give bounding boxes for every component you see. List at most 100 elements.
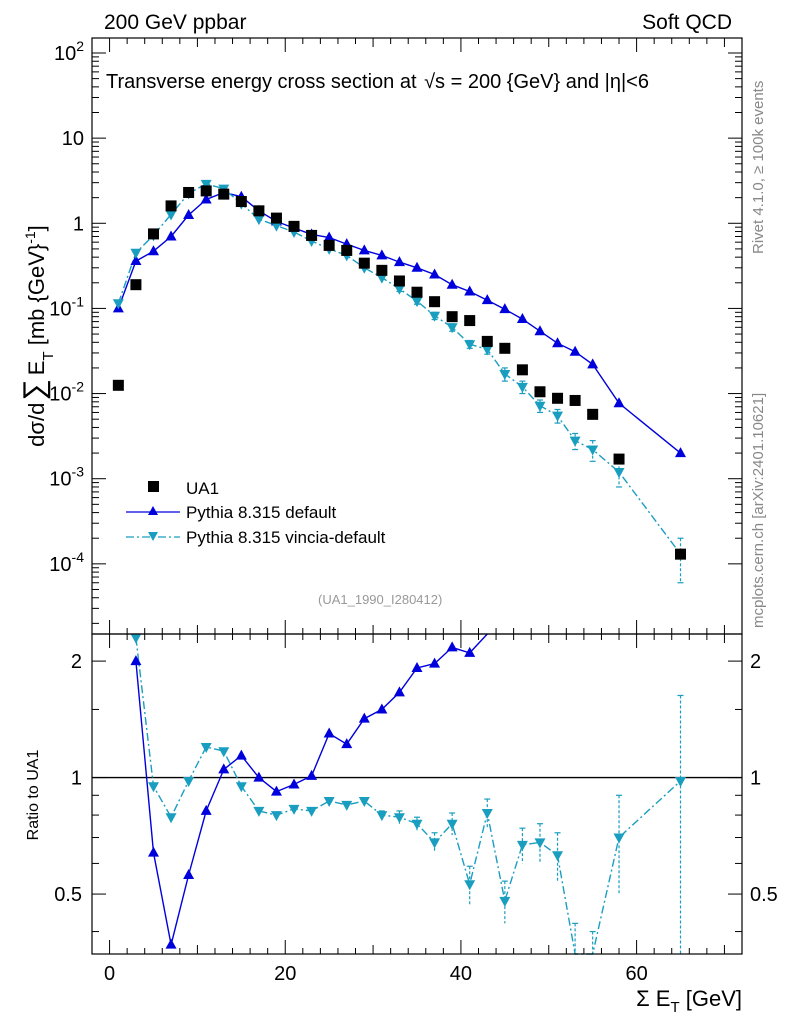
ratio-point-default [341, 738, 353, 749]
point-ua1 [393, 275, 405, 287]
point-default [411, 261, 423, 272]
header-left: 200 GeV ppbar [104, 11, 246, 34]
ratio-axes: 0.5 0.51 12 20 20 40 60 [54, 634, 778, 985]
ratio-y-tick-label-right: 2 [750, 651, 761, 673]
ratio-point-vincia [288, 804, 300, 815]
point-default [429, 268, 441, 279]
ratio-point-vincia [534, 838, 546, 849]
ylabel-f: ] [24, 225, 49, 231]
ratio-marks [130, 633, 687, 955]
sum-symbol: ∑ [18, 379, 51, 400]
ylabel-d: [mb {GeV} [24, 244, 49, 352]
ratio-point-vincia [147, 782, 159, 793]
point-ua1 [534, 386, 546, 398]
ratio-point-vincia [253, 806, 265, 817]
ratio-point-default [411, 661, 423, 672]
ratio-point-default [235, 749, 247, 760]
legend-marker-ua1 [148, 481, 159, 492]
ratio-ylabel: Ratio to UA1 [25, 750, 42, 841]
ratio-point-default [464, 646, 476, 657]
point-ua1 [183, 186, 195, 198]
point-default [200, 193, 212, 204]
ylabel-e: -1 [22, 231, 38, 244]
point-ua1 [270, 212, 282, 224]
point-ua1 [411, 286, 423, 298]
ratio-point-default [446, 641, 458, 652]
point-ua1 [235, 196, 247, 208]
point-ua1 [253, 205, 265, 217]
legend-label-ua1: UA1 [186, 479, 219, 498]
ratio-point-vincia [411, 819, 423, 830]
ratio-point-default [218, 763, 230, 774]
point-vincia [411, 297, 423, 308]
ratio-point-default [165, 938, 177, 949]
ratio-point-default [358, 712, 370, 723]
point-ua1 [112, 379, 124, 391]
point-ua1 [569, 394, 581, 406]
legend-label-vincia: Pythia 8.315 vincia-default [186, 528, 386, 547]
ratio-point-default [288, 778, 300, 789]
ratio-point-default [253, 771, 265, 782]
xlabel-b: T [670, 999, 679, 1016]
point-vincia [464, 340, 476, 351]
point-ua1 [499, 342, 511, 354]
point-ua1 [306, 229, 318, 241]
point-default [552, 337, 564, 348]
point-default [675, 447, 687, 458]
ratio-point-default [323, 727, 335, 738]
x-tick-label: 20 [274, 963, 296, 985]
main-marks [112, 179, 687, 584]
ratio-panel: 0.5 0.51 12 20 20 40 60 Ratio to UA1 Σ ET [GeV… [25, 633, 778, 1016]
ratio-point-vincia [675, 776, 687, 787]
ylabel-b: E [24, 361, 49, 376]
xlabel-a: Σ E [636, 986, 670, 1011]
point-default [587, 358, 599, 369]
point-default [499, 303, 511, 314]
ratio-y-tick-label: 0.5 [54, 884, 82, 906]
point-default [165, 230, 177, 241]
point-vincia [534, 401, 546, 412]
x-tick-label: 0 [104, 963, 115, 985]
ratio-point-default [306, 769, 318, 780]
ratio-point-default [429, 657, 441, 668]
ratio-point-vincia [183, 776, 195, 787]
point-ua1 [552, 392, 564, 404]
y-tick-label: 10-2 [49, 379, 84, 406]
ratio-point-vincia [464, 880, 476, 891]
ratio-point-vincia [499, 896, 511, 907]
ratio-point-default [130, 655, 142, 666]
ratio-y-tick-label: 1 [71, 768, 82, 790]
point-ua1 [341, 244, 353, 256]
point-vincia [393, 284, 405, 295]
point-vincia [481, 345, 493, 356]
y-tick-label: 10-4 [49, 549, 84, 576]
point-default [516, 313, 528, 324]
point-vincia [130, 248, 142, 259]
point-vincia [200, 179, 212, 190]
point-vincia [569, 436, 581, 447]
point-vincia [112, 299, 124, 310]
ratio-point-default [376, 703, 388, 714]
point-default [569, 345, 581, 356]
header-right: Soft QCD [642, 11, 732, 34]
ratio-line-vincia [135, 637, 681, 955]
title-part-a: Transverse energy cross section at [106, 71, 422, 93]
ratio-point-default [200, 804, 212, 815]
ratio-y-tick-label-right: 1 [750, 768, 761, 790]
ratio-point-vincia [200, 742, 212, 753]
ratio-point-default [183, 869, 195, 880]
point-ua1 [288, 220, 300, 232]
point-ua1 [429, 296, 441, 308]
ratio-point-vincia [218, 747, 230, 758]
point-vincia [499, 369, 511, 380]
point-ua1 [613, 453, 625, 465]
main-panel: Transverse energy cross section at √s = … [18, 37, 743, 635]
title-part-b: s = 200 {GeV} and |η|<6 [435, 71, 649, 93]
point-ua1 [587, 408, 599, 420]
point-ua1 [516, 364, 528, 376]
ratio-point-vincia [323, 796, 335, 807]
ratio-point-vincia [306, 806, 318, 817]
ratio-point-vincia [235, 782, 247, 793]
x-tick-label: 40 [450, 963, 472, 985]
point-vincia [429, 311, 441, 322]
